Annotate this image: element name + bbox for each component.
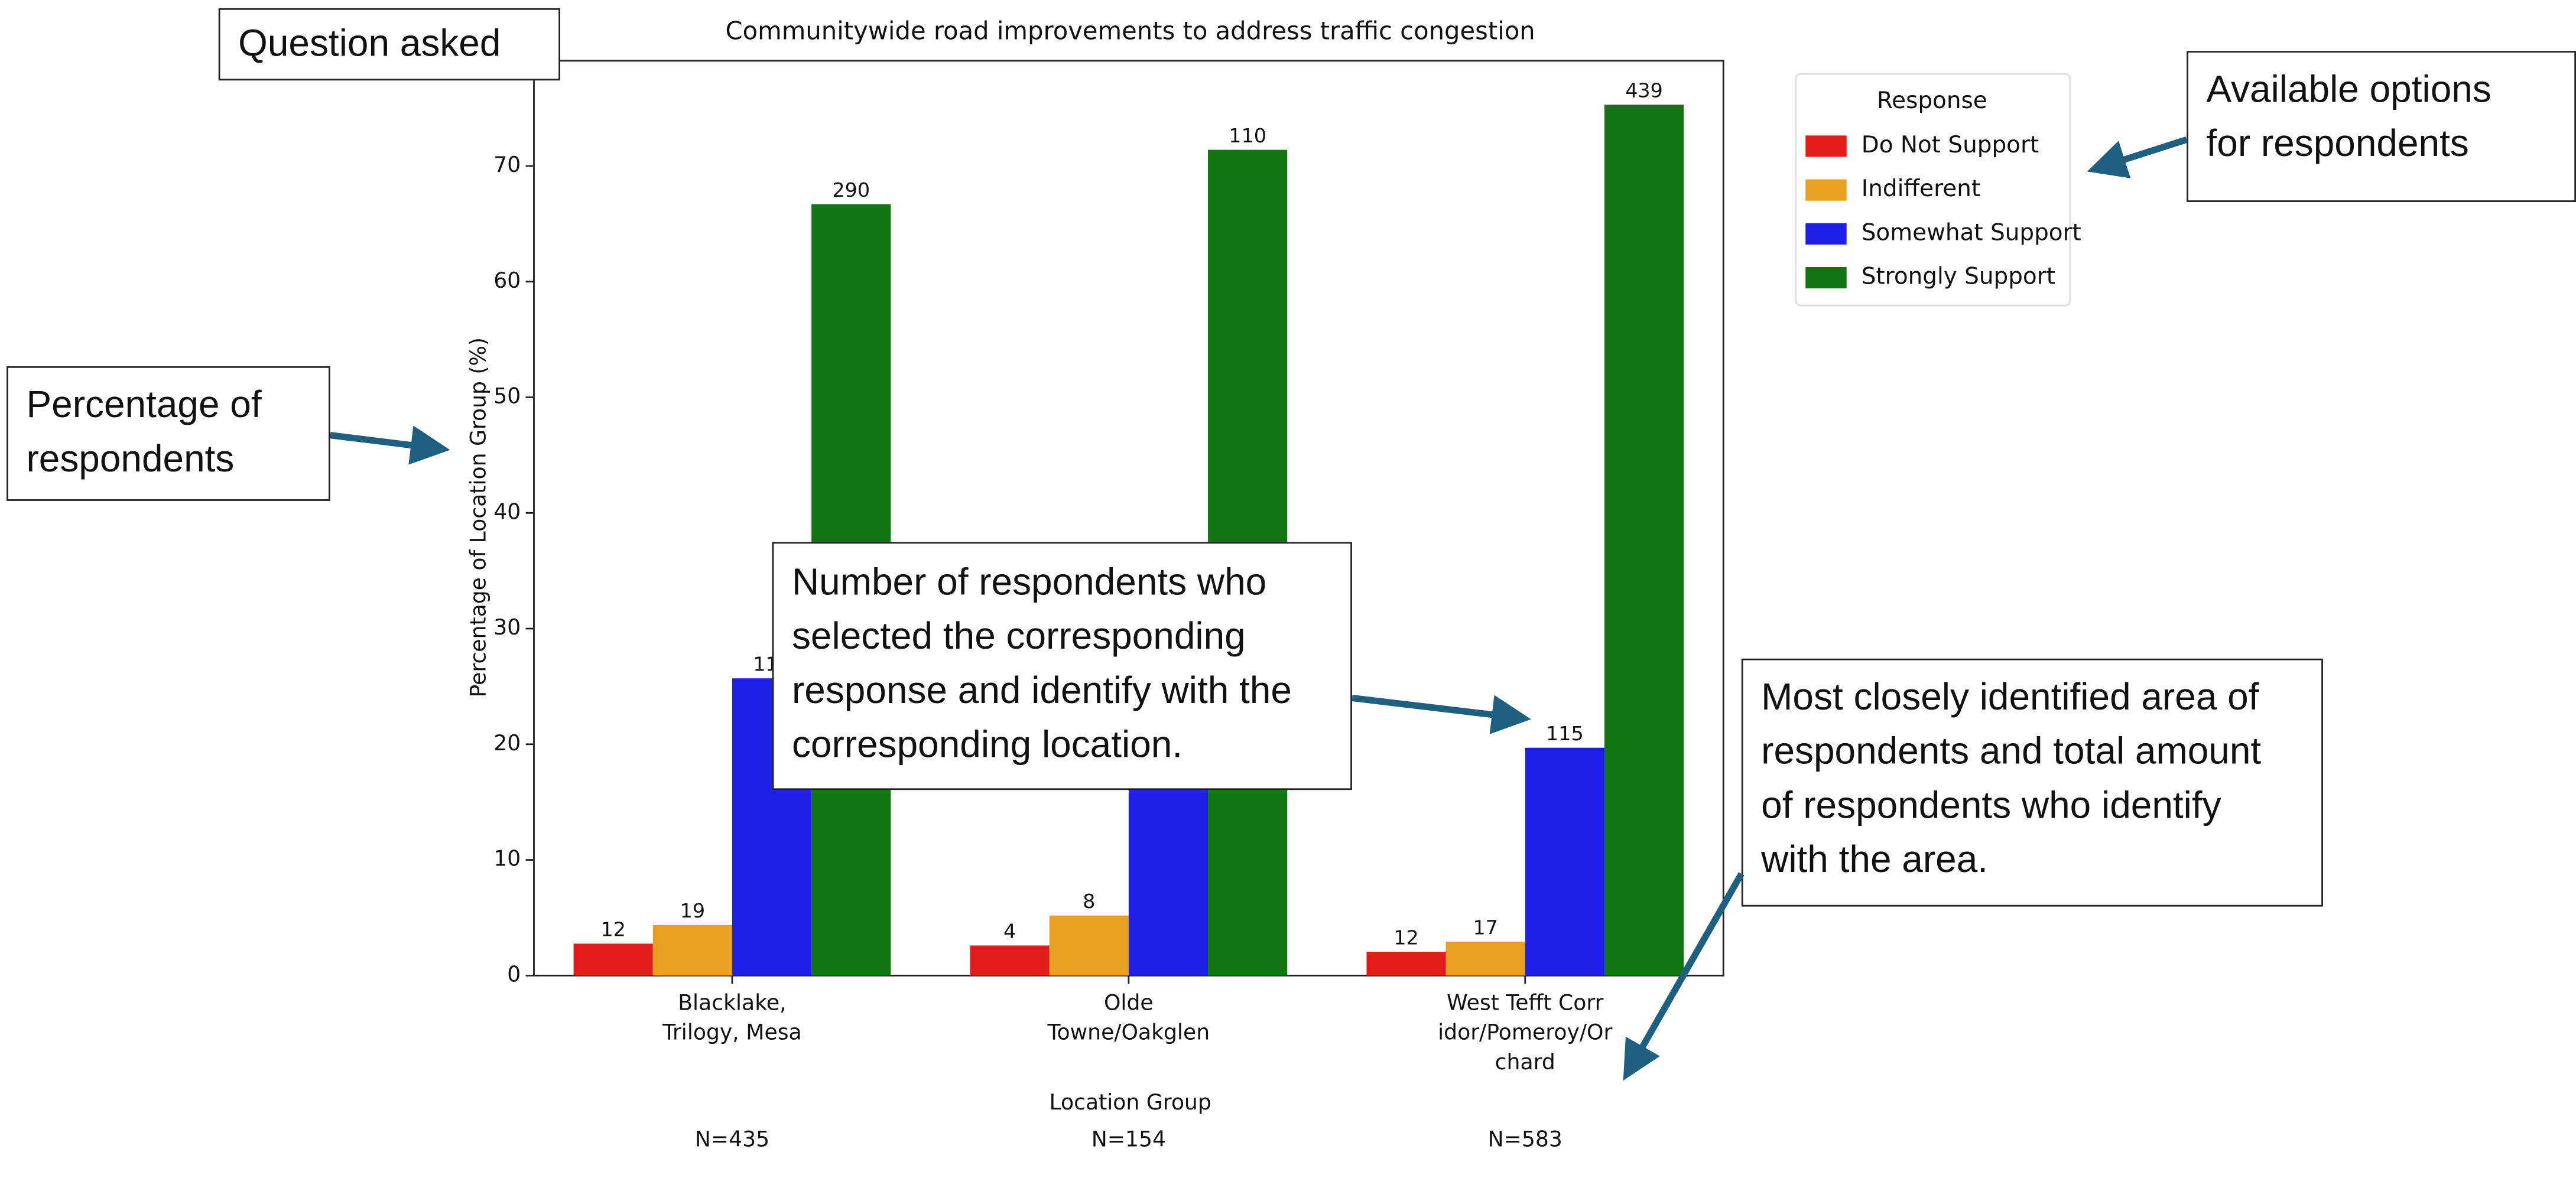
y-tick-label: 10 xyxy=(493,846,521,871)
y-tick-label: 20 xyxy=(493,730,521,756)
group-total: N=583 xyxy=(1487,1128,1563,1153)
count-label: 290 xyxy=(832,178,870,201)
legend-label: Indifferent xyxy=(1862,175,1980,202)
y-tick-label: 70 xyxy=(493,152,521,177)
count-label: 19 xyxy=(680,899,705,922)
bar xyxy=(970,945,1050,976)
legend-swatch xyxy=(1805,267,1847,289)
y-tick-label: 30 xyxy=(493,614,521,640)
y-axis-label: Percentage of Location Group (%) xyxy=(466,337,491,697)
x-tick-label: Olde Towne/Oakglen xyxy=(1047,992,1210,1046)
bar xyxy=(1525,747,1604,976)
bar xyxy=(652,925,732,976)
legend-label: Do Not Support xyxy=(1862,132,2039,158)
legend-title: Response xyxy=(1877,87,1987,114)
legend-swatch xyxy=(1805,223,1847,245)
legend-label: Somewhat Support xyxy=(1862,219,2081,246)
count-label: 4 xyxy=(1003,920,1016,943)
count-label: 8 xyxy=(1083,890,1095,913)
count-label: 12 xyxy=(1393,926,1418,949)
annotation-box: Percentage of respondents xyxy=(7,366,330,501)
x-tick-label: Blacklake, Trilogy, Mesa xyxy=(662,992,802,1046)
annotation-box: Number of respondents who selected the c… xyxy=(772,542,1352,790)
legend-box xyxy=(1795,73,2071,307)
y-tick-label: 60 xyxy=(493,268,521,293)
x-axis-label: Location Group xyxy=(1050,1089,1211,1115)
y-tick-label: 0 xyxy=(507,961,521,987)
y-tick-label: 50 xyxy=(493,383,521,409)
group-total: N=154 xyxy=(1091,1128,1167,1153)
x-tick-label: West Tefft Corr idor/Pomeroy/Or chard xyxy=(1438,992,1613,1076)
count-label: 110 xyxy=(1229,124,1266,147)
bar xyxy=(1445,942,1525,976)
count-label: 12 xyxy=(600,918,625,941)
annotation-box: Available options for respondents xyxy=(2187,51,2576,202)
chart-title: Communitywide road improvements to addre… xyxy=(726,17,1535,45)
annotation-box: Most closely identified area of responde… xyxy=(1741,658,2323,907)
count-label: 115 xyxy=(1546,722,1584,745)
annotation-box: Question asked xyxy=(218,8,560,81)
legend-label: Strongly Support xyxy=(1862,263,2055,290)
bar xyxy=(1049,915,1129,976)
group-total: N=435 xyxy=(694,1128,770,1153)
legend-swatch xyxy=(1805,135,1847,157)
y-tick-label: 40 xyxy=(493,499,521,524)
bar xyxy=(573,943,653,976)
bar xyxy=(1604,105,1684,976)
bar xyxy=(1366,951,1446,976)
count-label: 17 xyxy=(1473,916,1497,939)
legend-swatch xyxy=(1805,179,1847,201)
count-label: 439 xyxy=(1625,79,1663,102)
